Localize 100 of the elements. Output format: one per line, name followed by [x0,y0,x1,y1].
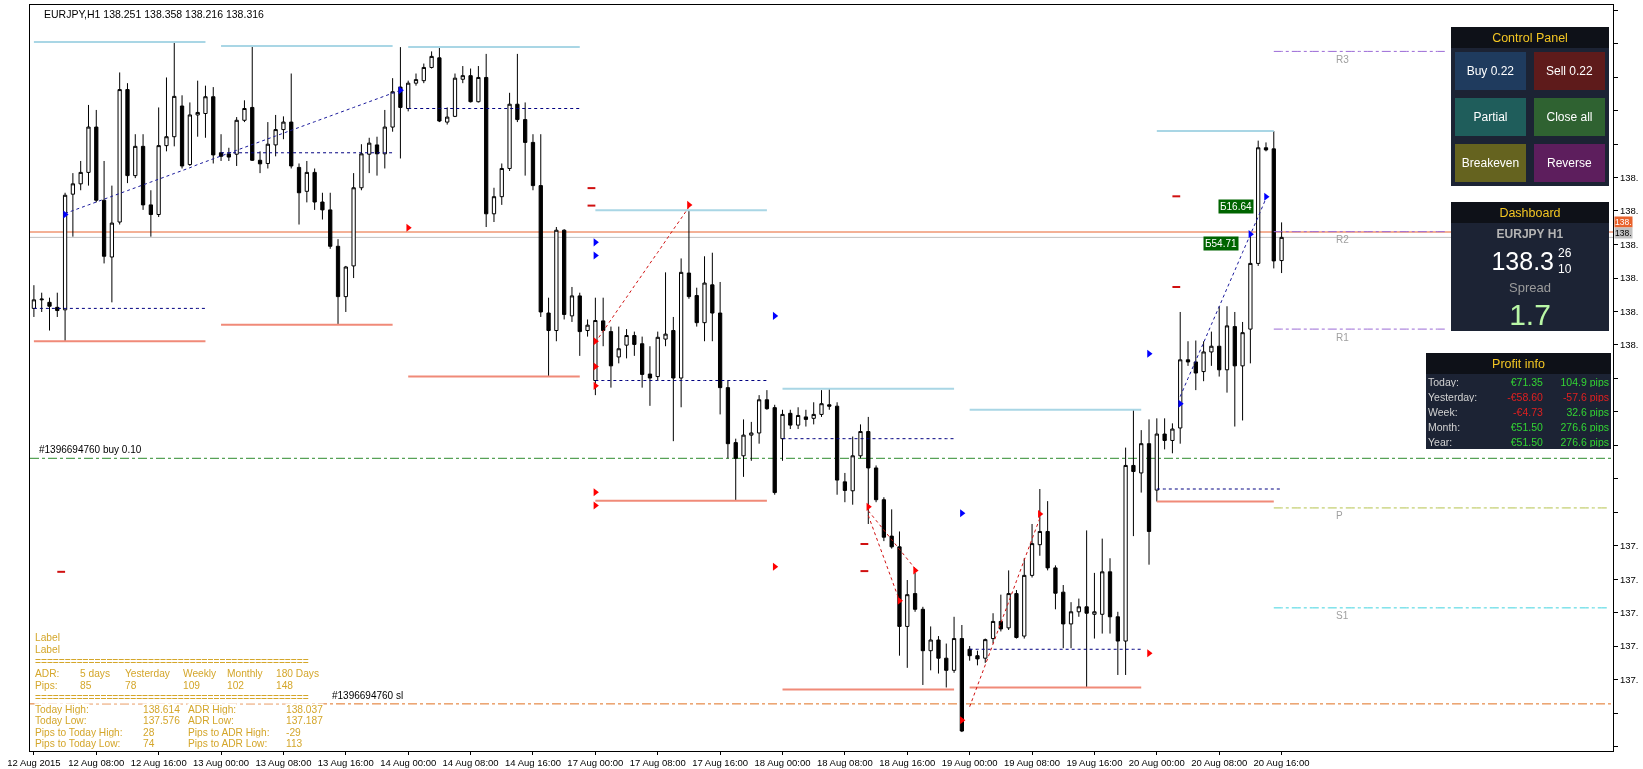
annotation: Pips to ADR Low: [188,738,268,749]
candlestick [78,160,83,191]
x-tick-label: 13 Aug 16:00 [317,757,374,769]
candlestick [640,336,645,389]
candlestick [476,65,481,103]
candlestick [468,68,473,103]
candlestick [367,137,372,174]
candlestick [710,252,715,342]
chart-title: EURJPY,H1 138.251 138.358 138.216 138.316 [44,7,265,20]
x-tick-label: 19 Aug 00:00 [941,757,998,769]
annotation: Monthly [227,668,264,679]
candlestick [1256,140,1261,267]
candlestick [187,101,192,167]
candlestick [538,133,543,318]
annotation: €71.35 [1510,375,1543,388]
annotation: €51.50 [1510,420,1543,433]
annotation: 113 [286,738,303,749]
annotation: ============================================== [35,692,309,703]
annotation: Buy 0.22 [1466,64,1515,78]
annotation: ============================================== [35,656,309,667]
candlestick [445,106,450,126]
x-tick-label: 14 Aug 16:00 [504,757,561,769]
candlestick [1217,305,1222,378]
x-tick-label: 17 Aug 16:00 [692,757,749,769]
candlestick [117,71,122,226]
candlestick [523,101,528,177]
candlestick [1201,340,1206,382]
candlestick [616,326,621,364]
candlestick [1170,422,1175,454]
candlestick [335,238,341,326]
candlestick [842,472,848,503]
candlestick [811,401,816,425]
candlestick [374,136,380,177]
annotation: 109 [183,680,201,691]
candlestick [686,209,692,300]
x-tick-label: 18 Aug 16:00 [879,757,936,769]
y-tick-label: 138. [1619,305,1639,317]
annotation: Today Low: [35,715,87,726]
candlestick [1193,340,1198,391]
candlestick [803,409,809,428]
candlestick [1068,601,1074,649]
annotation: Label [35,644,60,655]
annotation: 148 [276,680,294,691]
candlestick [1162,417,1167,450]
candlestick [1146,418,1152,566]
annotation: 138.037 [286,704,324,715]
candlestick [725,380,731,459]
candlestick [990,612,996,645]
x-tick-label: 12 Aug 08:00 [68,757,125,769]
x-tick-label: 17 Aug 08:00 [629,757,686,769]
x-tick-label: 19 Aug 16:00 [1066,757,1123,769]
candlestick [1154,417,1159,502]
candlestick [1185,340,1191,367]
annotation: 180 Days [276,668,320,679]
candlestick [569,286,575,323]
series-label: P [1336,510,1343,521]
annotation: -€58.60 [1507,390,1543,403]
candlestick [944,643,949,688]
candlestick [70,172,76,238]
candlestick [234,116,239,167]
annotation: 276.6 pips [1560,420,1609,433]
candlestick [47,297,52,332]
annotation: Control Panel [1492,30,1568,45]
x-tick-label: 13 Aug 00:00 [193,757,250,769]
point [772,562,779,571]
candlestick [265,121,270,169]
annotation: 1.7 [1509,297,1551,331]
candlestick [211,86,216,164]
candlestick [756,394,762,445]
x-tick-label: 18 Aug 08:00 [816,757,873,769]
annotation: Pips: [35,680,58,691]
candlestick [406,80,411,112]
annotation: Yesterday: [1428,390,1478,403]
annotation: -57.6 pips [1562,390,1609,403]
candlestick [819,389,824,418]
candlestick [125,82,130,184]
candlestick [530,133,536,191]
annotation: 104.9 pips [1560,375,1609,388]
candlestick [62,192,68,342]
candlestick [491,187,497,223]
candlestick [452,73,458,118]
candlestick [733,438,738,502]
x-tick-label: 14 Aug 00:00 [380,757,437,769]
candlestick [1279,221,1284,274]
annotation: ADR: [35,668,60,679]
annotation: 138.3 [1491,247,1554,275]
series-label: R3 [1336,54,1350,65]
candlestick [1271,130,1276,269]
annotation: Pips to Today High: [35,727,123,738]
annotation: Breakeven [1461,156,1520,170]
candlestick [101,160,107,264]
candlestick [577,292,582,357]
candlestick [1076,598,1081,618]
candlestick [320,192,325,221]
candlestick [1100,538,1105,635]
candlestick [608,326,614,389]
annotation: 28 [143,727,155,738]
annotation: 26 [1558,246,1572,260]
candlestick [390,77,395,133]
annotation: 276.6 pips [1560,435,1609,448]
